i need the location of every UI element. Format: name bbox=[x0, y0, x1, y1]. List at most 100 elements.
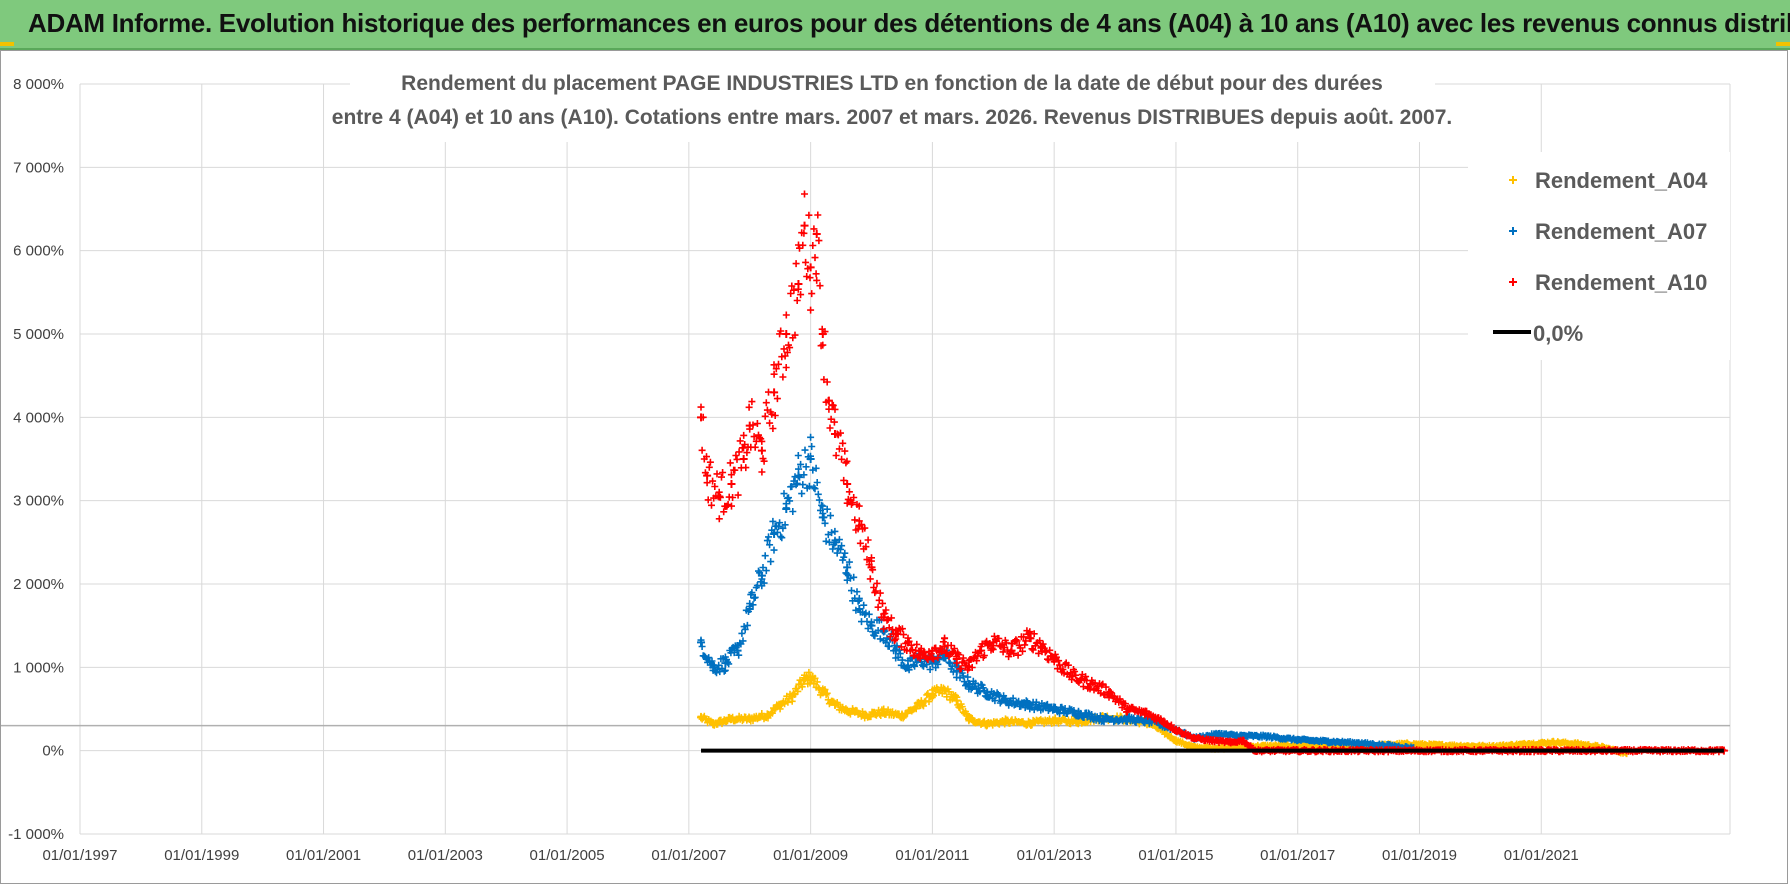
data-point-a10 bbox=[830, 430, 839, 438]
data-point-a10 bbox=[824, 396, 833, 405]
data-point-a10 bbox=[952, 655, 961, 663]
y-tick-label: 2 000% bbox=[13, 576, 64, 593]
scatter-marks-a07 bbox=[697, 433, 1417, 753]
data-point-a10 bbox=[1104, 688, 1113, 697]
data-point-a04 bbox=[727, 715, 736, 723]
data-point-a10 bbox=[757, 446, 766, 455]
data-point-a07 bbox=[1098, 715, 1107, 723]
x-tick-label: 01/01/2001 bbox=[286, 847, 361, 864]
data-point-a07 bbox=[770, 530, 779, 538]
data-point-a07 bbox=[1025, 700, 1034, 709]
data-point-a07 bbox=[794, 471, 803, 480]
data-point-a10 bbox=[800, 221, 809, 230]
data-point-a10 bbox=[1226, 738, 1235, 747]
data-point-a10 bbox=[806, 263, 815, 272]
data-point-a10 bbox=[928, 646, 937, 655]
x-tick-label: 01/01/2009 bbox=[773, 847, 848, 864]
data-point-a10 bbox=[867, 563, 876, 572]
data-point-a04 bbox=[879, 708, 888, 717]
data-point-a04 bbox=[1171, 736, 1180, 745]
data-point-a10 bbox=[1171, 725, 1180, 734]
data-point-a10 bbox=[794, 280, 803, 288]
x-tick-label: 01/01/1999 bbox=[164, 847, 239, 864]
x-tick-label: 01/01/2017 bbox=[1260, 847, 1335, 864]
legend-label-a10: Rendement_A10 bbox=[1535, 270, 1707, 295]
data-point-a04 bbox=[861, 710, 870, 719]
x-tick-label: 01/01/2021 bbox=[1504, 847, 1579, 864]
chart-legend: Rendement_A04 Rendement_A07 Rendement_A10 0… bbox=[1468, 152, 1730, 360]
data-point-a07 bbox=[867, 621, 876, 630]
data-point-a07 bbox=[830, 538, 839, 547]
data-point-a07 bbox=[1123, 715, 1132, 723]
legend-label-zero: 0,0% bbox=[1533, 321, 1583, 346]
page-title: ADAM Informe. Evolution historique des p… bbox=[28, 8, 1790, 38]
y-tick-label: 3 000% bbox=[13, 493, 64, 510]
data-point-a07 bbox=[843, 563, 852, 572]
data-point-a07 bbox=[891, 646, 900, 655]
data-point-a10 bbox=[818, 330, 827, 338]
data-point-a10 bbox=[1086, 680, 1095, 688]
data-point-a04 bbox=[1001, 717, 1010, 726]
data-point-a07 bbox=[1293, 735, 1302, 744]
data-point-a07 bbox=[964, 680, 973, 688]
legend-label-a07: Rendement_A07 bbox=[1535, 219, 1707, 244]
data-point-a10 bbox=[703, 471, 712, 480]
scatter-marks-a04 bbox=[697, 668, 1630, 757]
legend-marker-a07 bbox=[1509, 227, 1517, 235]
data-point-a04 bbox=[964, 715, 973, 723]
data-point-a04 bbox=[1025, 719, 1034, 728]
series-a07 bbox=[697, 433, 1418, 753]
y-tick-label: 8 000% bbox=[13, 76, 64, 93]
data-point-a10 bbox=[940, 642, 949, 651]
data-point-a04 bbox=[806, 673, 815, 682]
data-point-a10 bbox=[1238, 736, 1247, 745]
data-point-a04 bbox=[776, 700, 785, 709]
data-point-a04 bbox=[1549, 738, 1558, 747]
corner-accent-right bbox=[1776, 42, 1790, 46]
data-point-a10 bbox=[904, 638, 913, 647]
data-point-a04 bbox=[709, 720, 718, 728]
data-point-a04 bbox=[697, 713, 706, 722]
data-point-a07 bbox=[757, 571, 766, 580]
data-point-a10 bbox=[1068, 671, 1077, 680]
data-point-a07 bbox=[782, 505, 791, 513]
chart-grid bbox=[79, 83, 1731, 835]
data-point-a07 bbox=[733, 646, 742, 655]
x-tick-label: 01/01/2003 bbox=[408, 847, 483, 864]
header-bar: ADAM Informe. Evolution historique des p… bbox=[0, 0, 1790, 50]
data-point-a04 bbox=[830, 700, 839, 709]
y-tick-label: 4 000% bbox=[13, 409, 64, 426]
data-point-a07 bbox=[709, 663, 718, 672]
data-point-a07 bbox=[983, 688, 992, 697]
data-point-a07 bbox=[1324, 737, 1333, 746]
data-point-a10 bbox=[715, 492, 724, 501]
data-point-a10 bbox=[739, 455, 748, 463]
data-point-a10 bbox=[1159, 717, 1168, 726]
data-point-a10 bbox=[1007, 646, 1016, 655]
x-tick-label: 01/01/2019 bbox=[1382, 847, 1457, 864]
y-tick-label: -1 000% bbox=[8, 826, 64, 843]
data-point-a07 bbox=[721, 659, 730, 668]
chart-title-line-2: entre 4 (A04) et 10 ans (A10). Cotations… bbox=[332, 106, 1452, 129]
y-tick-label: 0% bbox=[42, 743, 64, 760]
data-point-a04 bbox=[764, 710, 773, 719]
chart-title-line-1: Rendement du placement PAGE INDUSTRIES L… bbox=[401, 72, 1383, 95]
y-tick-label: 5 000% bbox=[13, 326, 64, 343]
y-tick-label: 7 000% bbox=[13, 159, 64, 176]
legend-marker-a10 bbox=[1509, 278, 1517, 286]
data-point-a10 bbox=[697, 413, 706, 422]
data-point-a04 bbox=[983, 720, 992, 728]
x-tick-label: 01/01/2013 bbox=[1017, 847, 1092, 864]
data-point-a07 bbox=[1001, 696, 1010, 705]
series-a04 bbox=[697, 668, 1631, 758]
data-point-a10 bbox=[1141, 709, 1150, 718]
x-tick-label: 01/01/2011 bbox=[895, 847, 969, 864]
data-point-a10 bbox=[855, 521, 864, 530]
data-point-a10 bbox=[1037, 642, 1046, 651]
data-point-a10 bbox=[1025, 634, 1034, 643]
data-point-a07 bbox=[806, 455, 815, 463]
data-point-a04 bbox=[1050, 716, 1059, 725]
data-point-a10 bbox=[782, 330, 791, 338]
data-point-a07 bbox=[1232, 731, 1241, 740]
